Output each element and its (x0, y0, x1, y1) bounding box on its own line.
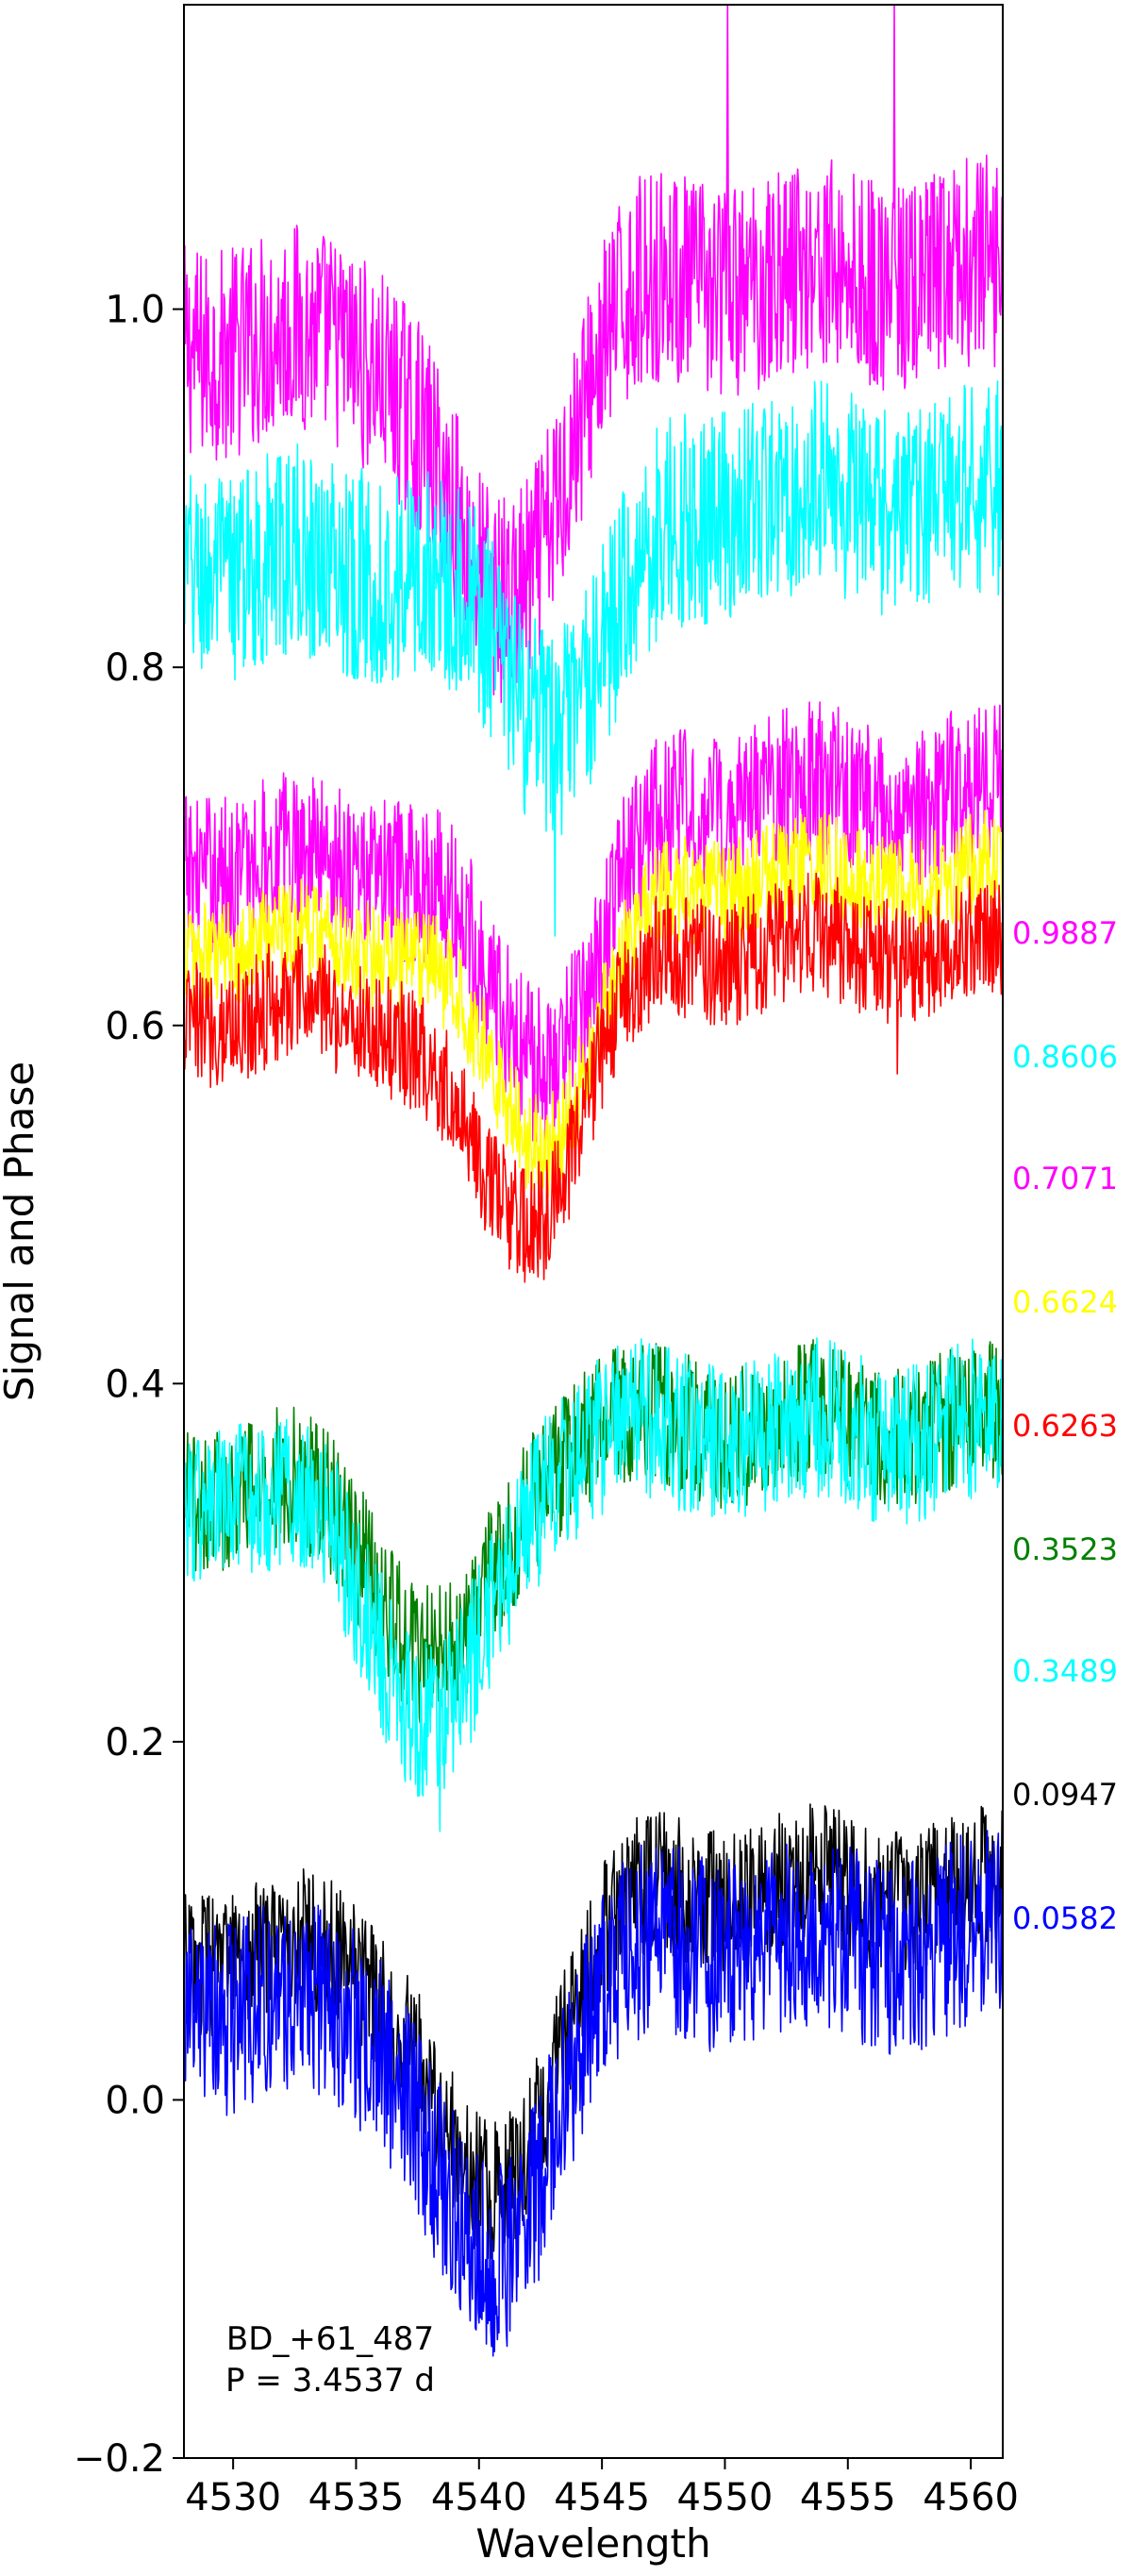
x-tick-label-4530: 4530 (185, 2476, 281, 2519)
annotation-line-1: P = 3.4537 d (225, 2362, 435, 2400)
x-tick-label-4535: 4535 (308, 2476, 405, 2519)
y-tick-label-1: 1.0 (105, 289, 165, 332)
x-tick-label-4550: 4550 (677, 2476, 774, 2519)
series-line-0.7071 (184, 701, 1003, 1143)
y-axis-label: Signal and Phase (0, 1062, 42, 1401)
series-line-0.3489 (184, 1337, 1003, 1832)
series-layer (184, 5, 1003, 2357)
phase-label-0.0947: 0.0947 (1012, 1777, 1118, 1813)
series-line-0.0582 (184, 1830, 1003, 2357)
y-tick-label-0.4: 0.4 (105, 1363, 165, 1406)
phase-label-0.6624: 0.6624 (1012, 1284, 1118, 1320)
y-tick-label-0.6: 0.6 (105, 1005, 165, 1048)
axis-layer: 4530 4535 4540 4545 4550 4555 4560 −0.2 0.0 0.2 0.… (0, 289, 1019, 2567)
phase-label-0.8606: 0.8606 (1012, 1039, 1118, 1075)
x-tick-label-4560: 4560 (923, 2476, 1019, 2519)
plot-frame (183, 4, 1004, 2459)
phase-label-0.9887: 0.9887 (1012, 915, 1118, 951)
label-layer: 0.9887 0.8606 0.7071 0.6624 0.6263 0.3523 0.34… (225, 915, 1118, 2400)
phase-label-0.6263: 0.6263 (1012, 1408, 1118, 1444)
phase-label-0.0582: 0.0582 (1012, 1900, 1118, 1936)
annotation-line-0: BD_+61_487 (226, 2320, 434, 2358)
series-line-0.6263 (184, 872, 1003, 1283)
phase-label-0.3523: 0.3523 (1012, 1531, 1118, 1567)
y-tick-label--0.2: −0.2 (74, 2437, 165, 2481)
x-tick-label-4545: 4545 (554, 2476, 650, 2519)
x-tick-label-4555: 4555 (800, 2476, 896, 2519)
x-tick-label-4540: 4540 (431, 2476, 527, 2519)
phase-label-0.3489: 0.3489 (1012, 1653, 1118, 1689)
y-tick-label-0.2: 0.2 (105, 1721, 165, 1765)
y-tick-label-0.8: 0.8 (105, 646, 165, 690)
series-line-0.9887 (184, 5, 1003, 704)
series-line-0.8606 (184, 380, 1003, 937)
y-tick-label-0: 0.0 (105, 2079, 165, 2122)
phase-label-0.7071: 0.7071 (1012, 1161, 1118, 1196)
x-axis-label: Wavelength (475, 2520, 710, 2567)
